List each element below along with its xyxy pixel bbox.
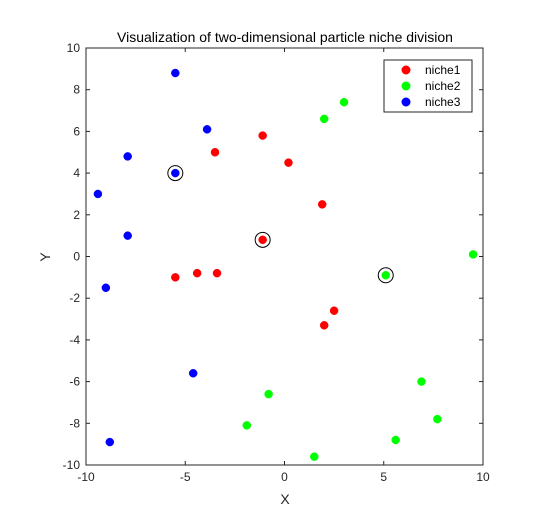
y-tick-label: 2 bbox=[73, 208, 80, 222]
highlight-ring bbox=[377, 267, 394, 284]
point-niche1 bbox=[210, 148, 220, 157]
point-niche1 bbox=[284, 158, 293, 167]
point-niche2 bbox=[310, 452, 319, 461]
x-tick-label: -10 bbox=[77, 470, 95, 484]
data-points bbox=[93, 68, 478, 461]
point-niche1 bbox=[192, 268, 202, 278]
point-niche3 bbox=[105, 437, 115, 447]
y-tick-label: 6 bbox=[73, 124, 80, 138]
y-tick-label: -10 bbox=[63, 458, 81, 472]
point-niche1 bbox=[212, 268, 222, 278]
point-niche3 bbox=[93, 189, 103, 199]
point-niche1 bbox=[171, 273, 180, 282]
legend-label-niche1: niche1 bbox=[425, 63, 461, 77]
highlight-ring bbox=[254, 231, 271, 248]
y-tick-label: -2 bbox=[69, 291, 80, 305]
point-niche3 bbox=[123, 152, 132, 161]
point-niche2 bbox=[417, 377, 426, 386]
x-tick-label: 10 bbox=[476, 470, 490, 484]
y-tick-label: -6 bbox=[69, 375, 80, 389]
point-niche1 bbox=[329, 306, 339, 315]
legend-label-niche3: niche3 bbox=[425, 95, 461, 109]
point-niche1 bbox=[258, 131, 267, 140]
legend-marker-niche2 bbox=[401, 81, 411, 91]
point-niche3 bbox=[171, 68, 180, 78]
point-niche3 bbox=[171, 168, 180, 178]
point-niche3 bbox=[202, 125, 212, 134]
y-tick-label: -4 bbox=[69, 333, 80, 347]
plot-area-frame bbox=[85, 47, 484, 466]
point-niche2 bbox=[381, 271, 390, 280]
y-tick-label: 4 bbox=[73, 166, 80, 180]
legend: niche1 niche2 niche3 bbox=[383, 59, 473, 113]
point-niche3 bbox=[101, 283, 111, 293]
point-niche1 bbox=[319, 321, 329, 330]
y-tick-label: 0 bbox=[73, 250, 80, 264]
point-niche3 bbox=[123, 231, 132, 240]
y-tick-label: 8 bbox=[73, 83, 80, 97]
y-tick-label: 10 bbox=[67, 41, 81, 55]
point-niche2 bbox=[468, 250, 478, 259]
point-niche2 bbox=[391, 435, 400, 445]
point-niche1 bbox=[317, 200, 327, 209]
axis-ticks bbox=[85, 47, 484, 466]
legend-marker-niche1 bbox=[401, 65, 411, 75]
x-axis-title: X bbox=[280, 491, 290, 507]
point-niche1 bbox=[258, 235, 267, 245]
point-niche2 bbox=[242, 421, 252, 430]
y-axis-title: Y bbox=[37, 252, 53, 262]
point-niche2 bbox=[339, 97, 349, 107]
point-niche2 bbox=[433, 414, 442, 424]
legend-box bbox=[383, 59, 473, 113]
point-niche2 bbox=[319, 114, 329, 124]
highlight-rings bbox=[167, 165, 394, 284]
x-tick-label: -5 bbox=[180, 470, 191, 484]
chart-title: Visualization of two-dimensional particl… bbox=[117, 29, 453, 45]
x-tick-label: 0 bbox=[281, 470, 288, 484]
point-niche3 bbox=[188, 369, 198, 378]
x-tick-label: 5 bbox=[380, 470, 387, 484]
legend-label-niche2: niche2 bbox=[425, 79, 461, 93]
highlight-ring bbox=[167, 165, 184, 182]
axis-tick-labels: -10 -5 0 5 10 -10 -8 -6 -4 -2 0 2 4 6 8 10 bbox=[63, 41, 490, 484]
point-niche2 bbox=[264, 389, 273, 399]
legend-marker-niche3 bbox=[401, 97, 411, 107]
y-tick-label: -8 bbox=[69, 416, 80, 430]
